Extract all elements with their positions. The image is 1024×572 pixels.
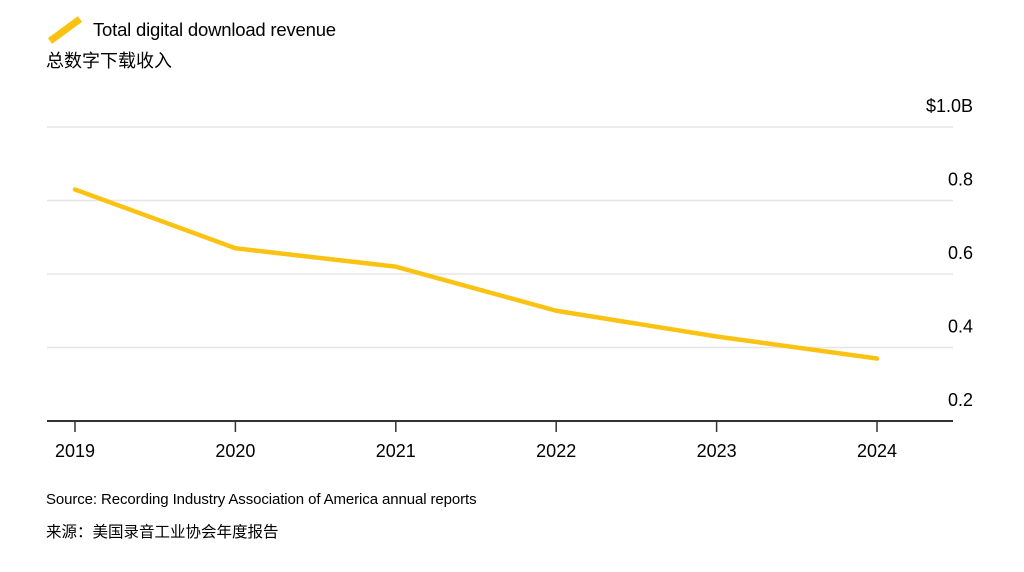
- legend-label: Total digital download revenue: [93, 19, 336, 40]
- x-axis-label: 2024: [857, 441, 897, 461]
- x-axis-label: 2021: [376, 441, 416, 461]
- x-axis-label: 2022: [536, 441, 576, 461]
- x-axis-label: 2023: [697, 441, 737, 461]
- y-axis-label: $1.0B: [926, 96, 973, 116]
- y-axis-label: 0.8: [948, 170, 973, 190]
- x-axis-label: 2019: [55, 441, 95, 461]
- source-line-zh: 来源：美国录音工业协会年度报告: [46, 524, 279, 541]
- chart-subtitle-zh: 总数字下载收入: [46, 51, 172, 71]
- source-line-en: Source: Recording Industry Association o…: [46, 491, 477, 508]
- x-axis-label: 2020: [215, 441, 255, 461]
- y-axis-label: 0.4: [948, 317, 973, 337]
- line-chart: 0.2 0.4 0.6 0.8 $1.0B 2019 2020 2021 2022 2023 202…: [47, 96, 973, 461]
- series-line-icon: [47, 16, 83, 44]
- legend-slash-icon: [47, 16, 83, 44]
- y-axis-label: 0.2: [948, 390, 973, 410]
- chart-legend: Total digital download revenue: [46, 16, 336, 44]
- source-block: Source: Recording Industry Association o…: [46, 490, 477, 543]
- y-axis-label: 0.6: [948, 243, 973, 263]
- revenue-line: [72, 187, 880, 361]
